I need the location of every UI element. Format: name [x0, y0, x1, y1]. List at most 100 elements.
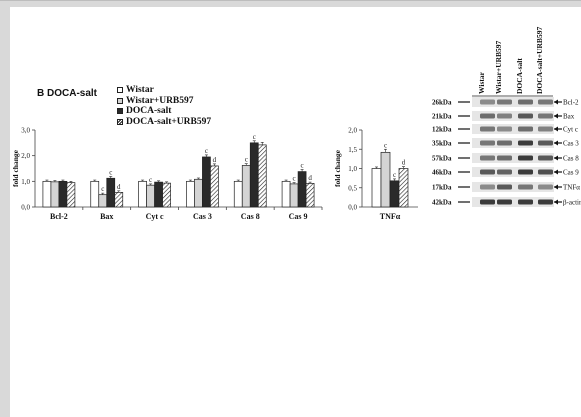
blot-band — [480, 184, 495, 190]
significance-label: d — [117, 183, 121, 191]
significance-label: c — [293, 175, 296, 183]
blot-band — [518, 113, 533, 119]
blot-band — [518, 184, 533, 190]
blot-strip — [472, 153, 554, 163]
blot-strip — [472, 97, 554, 107]
blot-band — [538, 140, 553, 146]
protein-label-cas-3: Cas 3 — [563, 140, 579, 148]
blot-strip — [472, 182, 554, 192]
marker-label: 12kDa — [432, 126, 452, 134]
blot-band — [480, 126, 495, 132]
blot-rows: 26kDa Bcl-2 21kDa Bax 12kDa Cyt c 35kDa Cas 3 57… — [432, 97, 581, 207]
legend-item-wistar-urb597: Wistar+URB597 — [117, 96, 211, 107]
protein-label-bcl-2: Bcl-2 — [563, 99, 579, 107]
y-tick-label: 0,5 — [348, 184, 357, 192]
marker-label: 35kDa — [432, 140, 452, 148]
protein-arrowhead — [554, 126, 558, 132]
legend-label-doca-salt-urb597: DOCA-salt+URB597 — [126, 116, 212, 127]
protein-label-cyt-c: Cyt c — [563, 126, 578, 134]
legend-swatch-doca-salt-urb597 — [117, 118, 123, 125]
blot-strip — [472, 111, 554, 121]
significance-label: c — [205, 147, 208, 155]
blot-band — [518, 199, 533, 205]
protein-label-tnf: TNFα — [563, 184, 580, 192]
marker-label: 26kDa — [432, 99, 452, 107]
y-tick-label: 1,5 — [348, 146, 357, 154]
significance-label: c — [101, 185, 104, 193]
y-tick-label: 3,0 — [21, 127, 30, 135]
blot-band — [480, 155, 495, 161]
x-tick-label-cas-9: Cas 9 — [289, 212, 308, 221]
marker-label: 17kDa — [432, 184, 452, 192]
blot-lane-labels: Wistar Wistar+URB597 DOCA-salt DOCA-salt+UR… — [472, 27, 553, 97]
significance-label: c — [109, 168, 112, 176]
blot-band — [480, 99, 495, 105]
blot-band — [518, 140, 533, 146]
top-border — [0, 0, 581, 1]
significance-label: c — [384, 141, 387, 149]
blot-band — [538, 169, 553, 175]
protein-arrowhead — [554, 184, 558, 190]
x-tick-label-cyt-c: Cyt c — [146, 212, 164, 221]
blot-band — [497, 155, 512, 161]
blot-band — [518, 99, 533, 105]
blot-strip — [472, 197, 554, 207]
y-tick-label: 0,0 — [348, 204, 357, 212]
blot-band — [538, 199, 553, 205]
blot-band — [497, 113, 512, 119]
y-axis-label: fold change — [11, 149, 20, 187]
blot-band — [538, 126, 553, 132]
significance-label: c — [149, 176, 152, 184]
blot-band — [497, 99, 512, 105]
y-tick-label: 0,0 — [21, 204, 30, 212]
x-tick-label-bax: Bax — [100, 212, 113, 221]
significance-label: d — [213, 156, 217, 164]
blot-band — [480, 140, 495, 146]
marker-label: 42kDa — [432, 199, 452, 207]
protein-label-actin: β-actin — [563, 199, 581, 207]
lane-label-wistar-urb597: Wistar+URB597 — [494, 40, 503, 94]
blot-band — [538, 99, 553, 105]
protein-label-cas-8: Cas 8 — [563, 155, 579, 163]
blot-strip — [472, 138, 554, 148]
legend: Wistar Wistar+URB597 DOCA-salt DOCA-salt… — [117, 85, 211, 127]
protein-arrowhead — [554, 140, 558, 146]
protein-arrowhead — [554, 199, 558, 205]
legend-item-doca-salt-urb597: DOCA-salt+URB597 — [117, 117, 211, 128]
blot-band — [480, 169, 495, 175]
figure-page — [10, 7, 581, 417]
legend-item-wistar: Wistar — [117, 85, 211, 96]
legend-swatch-wistar — [117, 87, 123, 94]
blot-band — [480, 199, 495, 205]
lane-label-wistar: Wistar — [477, 71, 486, 94]
legend-item-doca-salt: DOCA-salt — [117, 106, 211, 117]
y-tick-label: 2,0 — [21, 152, 30, 160]
blot-band — [538, 155, 553, 161]
blot-band — [538, 184, 553, 190]
legend-swatch-doca-salt — [117, 108, 123, 115]
blot-band — [480, 113, 495, 119]
legend-swatch-wistar-urb597 — [117, 97, 123, 104]
protein-label-bax: Bax — [563, 113, 575, 121]
blot-band — [497, 199, 512, 205]
y-axis-label: fold change — [333, 149, 342, 187]
significance-label: c — [301, 162, 304, 170]
x-tick-label-tnf: TNFα — [380, 212, 401, 221]
lane-label-doca-salt: DOCA-salt — [515, 58, 524, 94]
blot-strip — [472, 124, 554, 134]
protein-arrowhead — [554, 99, 558, 105]
blot-band — [518, 169, 533, 175]
blot-band — [497, 126, 512, 132]
marker-label: 46kDa — [432, 169, 452, 177]
significance-label: d — [402, 159, 406, 167]
y-tick-label: 1,0 — [348, 165, 357, 173]
legend-label-doca-salt: DOCA-salt — [126, 106, 172, 117]
significance-label: d — [308, 174, 312, 182]
significance-label: c — [245, 156, 248, 164]
y-tick-label: 2,0 — [348, 127, 357, 135]
x-tick-label-cas-8: Cas 8 — [241, 212, 260, 221]
marker-label: 57kDa — [432, 155, 452, 163]
